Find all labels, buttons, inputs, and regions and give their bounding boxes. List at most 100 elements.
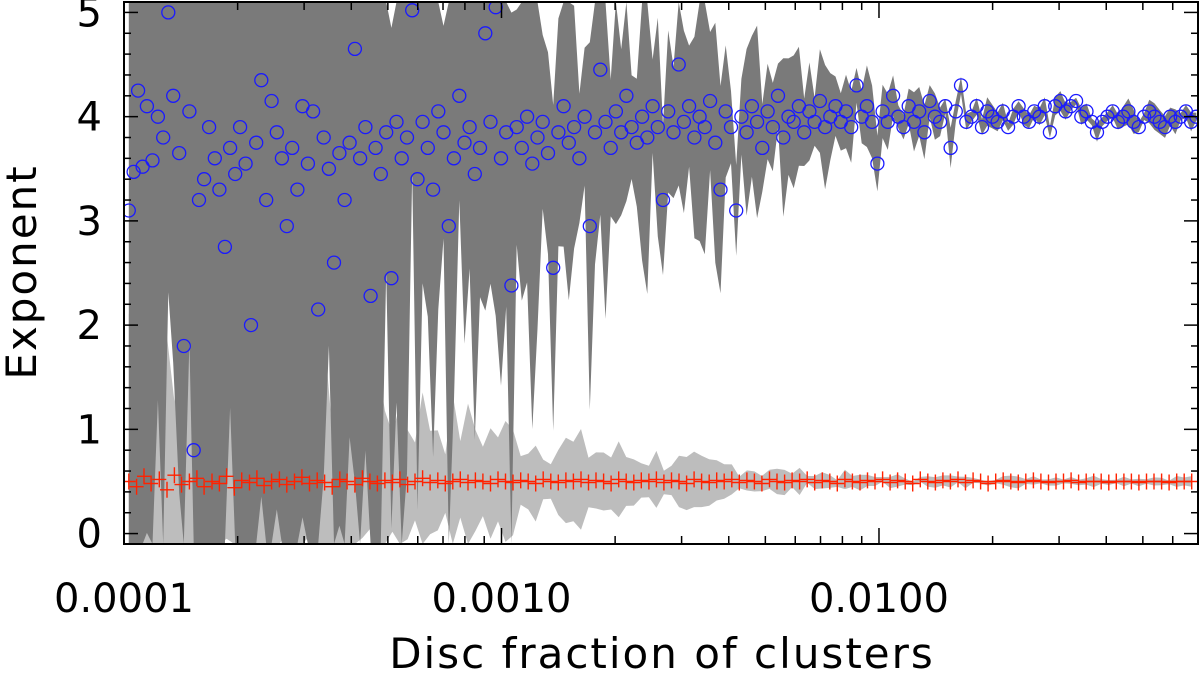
data-point-circle xyxy=(556,99,571,114)
data-point-cross xyxy=(770,473,784,490)
data-point-circle xyxy=(176,338,191,354)
data-point-circle xyxy=(844,119,859,135)
x-axis-title: Disc fraction of clusters xyxy=(389,629,935,676)
data-point-cross xyxy=(739,472,754,489)
data-point-circle xyxy=(384,271,399,286)
data-point-circle xyxy=(182,104,197,119)
data-point-cross xyxy=(332,471,347,488)
data-point-circle xyxy=(702,93,718,109)
data-point-circle xyxy=(587,125,603,140)
data-point-circle xyxy=(718,104,733,119)
data-point-cross xyxy=(996,472,1011,489)
data-point-cross xyxy=(845,473,860,490)
data-point-cross xyxy=(981,475,996,492)
data-point-cross xyxy=(423,474,438,491)
data-point-circle xyxy=(681,99,697,114)
data-point-cross xyxy=(408,473,422,490)
data-point-circle xyxy=(222,140,238,156)
data-point-cross xyxy=(702,474,717,491)
data-point-cross xyxy=(596,473,611,490)
data-point-circle xyxy=(525,156,540,171)
data-point-cross xyxy=(310,472,325,489)
data-point-circle xyxy=(238,156,253,171)
data-point-circle xyxy=(770,88,786,103)
data-point-cross xyxy=(1018,473,1033,490)
data-point-circle xyxy=(145,153,160,168)
cross-series xyxy=(124,467,1198,498)
data-point-circle xyxy=(243,317,259,333)
data-point-cross xyxy=(792,473,807,490)
data-point-circle xyxy=(332,145,347,161)
tick-labels: 0 1 2 3 4 5 0.0001 0.0010 0.0100 xyxy=(54,0,949,622)
data-point-cross xyxy=(257,477,272,494)
data-point-circle xyxy=(530,130,545,145)
data-point-circle xyxy=(729,203,744,218)
data-point-circle xyxy=(514,140,529,156)
data-point-circle xyxy=(139,99,155,114)
data-point-circle xyxy=(608,104,624,119)
data-point-circle xyxy=(207,151,222,166)
data-point-cross xyxy=(988,473,1003,490)
y-axis-title: Exponent xyxy=(0,164,46,379)
data-point-cross xyxy=(656,474,671,491)
data-point-cross xyxy=(1094,473,1109,490)
data-point-cross xyxy=(958,474,973,491)
data-point-cross xyxy=(672,473,686,490)
data-point-cross xyxy=(1033,473,1048,490)
data-point-circle xyxy=(671,57,686,72)
data-point-cross xyxy=(815,472,830,489)
data-point-cross xyxy=(1162,474,1177,491)
data-point-cross xyxy=(1071,474,1086,491)
data-point-cross xyxy=(445,473,460,490)
data-point-circle xyxy=(425,182,441,197)
data-point-cross xyxy=(724,471,739,488)
data-point-cross xyxy=(822,473,837,490)
data-point-circle xyxy=(389,114,404,130)
data-point-circle xyxy=(467,166,482,182)
data-point-cross xyxy=(860,472,875,489)
data-point-circle xyxy=(634,109,650,124)
data-point-circle xyxy=(337,192,352,208)
data-point-circle xyxy=(932,114,948,130)
data-point-circle xyxy=(582,218,597,234)
data-point-cross xyxy=(355,470,370,487)
data-point-cross xyxy=(370,475,385,492)
data-point-circle xyxy=(150,109,166,124)
data-point-cross xyxy=(1124,473,1139,490)
data-point-circle xyxy=(352,151,368,166)
data-point-circle xyxy=(697,119,712,135)
data-point-cross xyxy=(732,474,747,491)
data-point-circle xyxy=(603,140,618,156)
x-tick-label: 0.0001 xyxy=(54,576,194,622)
data-point-circle xyxy=(864,114,880,130)
y-tick-label: 1 xyxy=(77,407,102,453)
data-point-circle xyxy=(666,125,681,140)
data-point-circle xyxy=(598,114,613,130)
data-point-circle xyxy=(1037,99,1052,114)
data-point-circle xyxy=(849,78,864,93)
data-point-cross xyxy=(837,471,852,488)
data-point-cross xyxy=(1184,473,1198,490)
data-point-cross xyxy=(543,473,558,490)
data-point-circle xyxy=(311,302,326,317)
data-point-circle xyxy=(734,109,749,124)
data-point-circle xyxy=(264,93,279,109)
data-point-circle xyxy=(410,172,425,187)
data-point-circle xyxy=(561,135,576,150)
data-point-circle xyxy=(912,104,927,119)
data-point-circle xyxy=(917,125,932,140)
data-point-cross xyxy=(513,472,528,489)
data-point-circle xyxy=(1110,114,1126,130)
data-point-circle xyxy=(797,125,812,140)
data-point-cross xyxy=(747,473,762,490)
data-point-cross xyxy=(1154,473,1169,490)
data-point-circle xyxy=(708,135,723,150)
data-point-circle xyxy=(1058,104,1073,119)
data-point-circle xyxy=(640,130,655,145)
data-point-circle xyxy=(519,109,535,124)
data-point-cross xyxy=(694,473,709,490)
data-point-cross xyxy=(1026,472,1041,489)
data-point-cross xyxy=(461,474,475,491)
data-point-cross xyxy=(679,475,694,492)
